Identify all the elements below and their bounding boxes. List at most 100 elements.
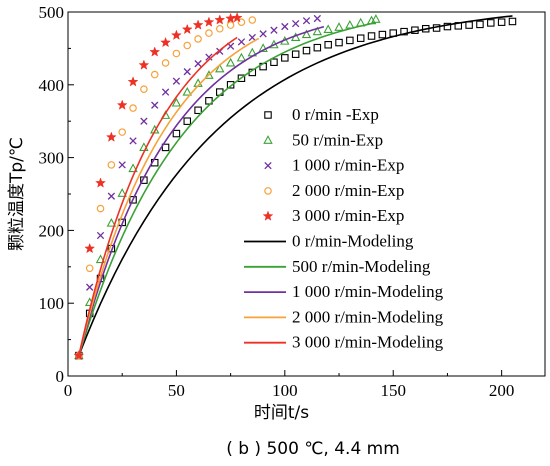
series-line bbox=[78, 21, 377, 356]
series-9 bbox=[78, 36, 238, 356]
data-point bbox=[117, 188, 127, 197]
data-point bbox=[150, 70, 159, 79]
data-point bbox=[118, 161, 126, 169]
data-point bbox=[95, 254, 106, 264]
data-point bbox=[192, 19, 204, 30]
data-point bbox=[96, 204, 105, 213]
data-point bbox=[205, 29, 213, 37]
legend-item: 1 000 r/min-Exp bbox=[264, 156, 404, 175]
chart-caption: ( b ) 500 ℃, 4.4 mm bbox=[226, 439, 400, 459]
legend-item: 3 000 r/min-Exp bbox=[262, 206, 404, 225]
x-tick-label: 200 bbox=[489, 381, 515, 400]
x-tick-label: 50 bbox=[168, 381, 185, 400]
y-tick-label: 300 bbox=[39, 149, 65, 168]
data-point bbox=[400, 27, 408, 36]
data-point bbox=[248, 16, 257, 24]
data-point bbox=[281, 54, 289, 62]
y-tick-label: 400 bbox=[39, 76, 65, 95]
y-tick-label: 200 bbox=[39, 221, 65, 240]
data-point bbox=[183, 117, 192, 125]
data-point bbox=[487, 19, 495, 27]
data-point bbox=[181, 23, 193, 35]
data-point bbox=[508, 17, 517, 26]
legend-label: 3 000 r/min-Modeling bbox=[292, 333, 444, 352]
series-line bbox=[78, 37, 260, 356]
data-point bbox=[183, 41, 192, 50]
data-point bbox=[96, 231, 105, 240]
data-point bbox=[236, 52, 247, 62]
data-point bbox=[231, 12, 243, 23]
data-point bbox=[161, 88, 170, 96]
legend-label: 50 r/min-Exp bbox=[292, 130, 383, 149]
data-point bbox=[105, 131, 117, 142]
legend-marker bbox=[264, 161, 272, 170]
data-point bbox=[85, 264, 94, 273]
data-point bbox=[205, 53, 213, 61]
data-point bbox=[215, 24, 224, 33]
data-point bbox=[226, 81, 235, 89]
data-point bbox=[194, 60, 202, 68]
data-point bbox=[172, 129, 181, 138]
legend-item: 1 000 r/min-Modeling bbox=[244, 282, 444, 301]
series-line bbox=[78, 25, 325, 356]
data-point bbox=[172, 49, 181, 58]
legend-label: 500 r/min-Modeling bbox=[292, 257, 431, 276]
data-point bbox=[127, 76, 139, 87]
data-point bbox=[161, 59, 170, 67]
data-point bbox=[171, 97, 182, 107]
data-point bbox=[226, 21, 235, 29]
data-point bbox=[107, 161, 116, 169]
data-point bbox=[106, 217, 117, 227]
data-point bbox=[203, 16, 215, 27]
data-point bbox=[270, 26, 278, 34]
legend-item: 0 r/min-Modeling bbox=[244, 232, 414, 251]
data-point bbox=[225, 57, 236, 67]
data-point bbox=[334, 22, 344, 31]
legend-marker bbox=[262, 210, 274, 221]
data-point bbox=[281, 22, 289, 31]
data-point bbox=[129, 104, 137, 112]
legend-item: 0 r/min -Exp bbox=[264, 105, 379, 124]
data-point bbox=[107, 192, 116, 200]
data-point bbox=[312, 26, 323, 36]
data-point bbox=[301, 29, 312, 39]
data-point bbox=[356, 34, 365, 42]
data-point bbox=[237, 38, 246, 46]
data-point bbox=[194, 106, 202, 115]
y-tick-label: 0 bbox=[56, 367, 65, 386]
legend-label: 3 000 r/min-Exp bbox=[292, 206, 404, 225]
y-tick-label: 500 bbox=[39, 3, 65, 22]
data-point bbox=[140, 85, 148, 93]
data-point bbox=[476, 20, 484, 29]
data-point bbox=[182, 86, 192, 96]
data-point bbox=[302, 17, 311, 25]
data-point bbox=[170, 29, 182, 40]
data-point bbox=[151, 101, 159, 109]
legend-marker bbox=[264, 111, 272, 119]
data-point bbox=[194, 35, 202, 43]
series-2 bbox=[75, 14, 322, 360]
legend: 0 r/min -Exp 50 r/min-Exp 1 000 r/min-Exp 2… bbox=[244, 105, 444, 352]
x-tick-label: 150 bbox=[380, 381, 406, 400]
legend-item: 50 r/min-Exp bbox=[263, 130, 383, 149]
data-point bbox=[313, 14, 322, 23]
legend-label: 0 r/min -Exp bbox=[292, 105, 379, 124]
x-tick-label: 100 bbox=[272, 381, 298, 400]
data-point bbox=[378, 30, 387, 39]
x-axis-title: 时间t/s bbox=[254, 403, 309, 423]
data-point bbox=[270, 58, 278, 66]
series-6 bbox=[78, 21, 377, 356]
data-point bbox=[128, 163, 138, 173]
x-tick-label: 0 bbox=[64, 381, 73, 400]
data-point bbox=[215, 63, 225, 73]
data-point bbox=[302, 46, 311, 55]
data-point bbox=[371, 14, 381, 23]
series-8 bbox=[78, 37, 260, 356]
data-point bbox=[291, 50, 300, 58]
data-point bbox=[95, 177, 106, 188]
legend-item: 500 r/min-Modeling bbox=[244, 257, 431, 276]
data-point bbox=[258, 43, 268, 52]
axes-layer: 0 50 100 150 200 0 100 200 300 400 500 时间t/s 颗粒温度Tp/… bbox=[7, 3, 546, 423]
data-point bbox=[214, 14, 226, 25]
series-5 bbox=[78, 15, 513, 356]
